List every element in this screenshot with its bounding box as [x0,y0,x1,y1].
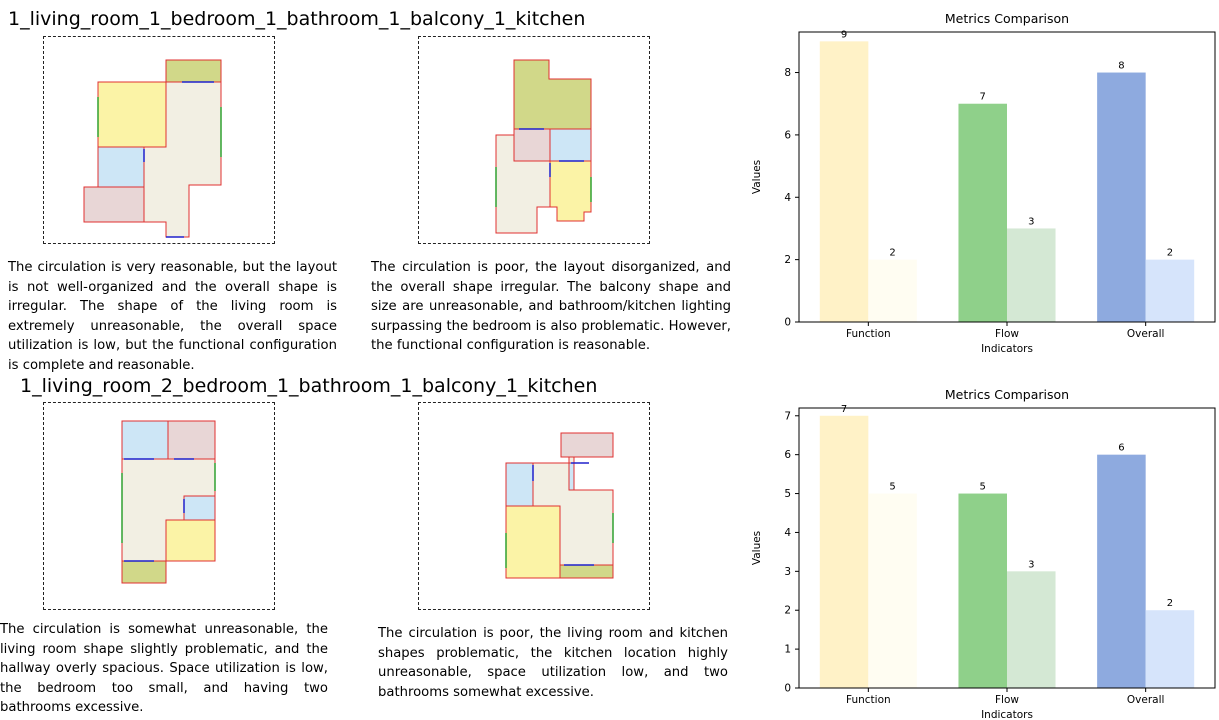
bar-function-left [819,41,869,323]
bedroom-room [549,160,592,222]
bar-overall-left [1097,72,1146,323]
y-tick-label: 0 [784,317,791,329]
y-tick-label: 2 [784,254,791,266]
x-tick-label: Overall [1127,694,1165,706]
x-tick-label: Flow [995,328,1019,340]
y-tick-label: 6 [784,129,791,141]
floor-plan-1a [43,36,275,244]
section-2-left-description: The circulation is somewhat unreasonable… [0,622,328,715]
section-1-left-description: The circulation is very reasonable, but … [8,260,337,373]
section-1-title: 1_living_room_1_bedroom_1_bathroom_1_bal… [8,8,586,30]
x-tick-label: Flow [995,694,1019,706]
balcony-room [513,59,592,130]
x-tick-label: Overall [1127,328,1165,340]
kitchen-room [560,432,614,458]
floor-plan-2b [418,402,650,610]
x-tick-label: Function [846,694,891,706]
y-tick-label: 8 [784,67,791,79]
bedroom-room [165,519,216,562]
bathroom-room [505,462,534,507]
bar-function-right [868,259,917,322]
bar-flow-left [958,103,1007,322]
floor-plan-2b-drawing [505,432,614,579]
y-tick-label: 3 [784,566,791,578]
kitchen-room [513,128,551,162]
plot-frame [798,407,1216,689]
bar-flow-left [958,493,1007,688]
bar-flow-right [1007,571,1056,688]
y-tick-label: 6 [784,449,791,461]
bedroom-room [505,505,561,579]
floor-plan-1a-drawing [83,59,222,238]
bar-value-label: 6 [1118,443,1124,454]
balcony-room [165,59,222,83]
x-axis-label: Indicators [981,343,1033,355]
x-tick-label: Function [846,328,891,340]
y-tick-label: 7 [784,410,791,422]
bar-value-label: 3 [1028,216,1034,227]
bar-value-label: 5 [889,482,895,493]
bar-value-label: 9 [841,29,847,40]
bar-overall-right [1145,610,1195,688]
bar-function-left [819,415,869,688]
bathroom-room [549,128,592,162]
bar-value-label: 2 [1167,248,1173,259]
y-tick-label: 4 [784,527,791,539]
bar-overall-right [1145,259,1195,322]
bathroom-room [97,146,145,188]
bar-value-label: 8 [1118,61,1124,72]
kitchen-room [167,420,216,460]
bar-flow-right [1007,228,1056,322]
floor-plan-2a-drawing [121,420,216,584]
section-2-right-description: The circulation is poor, the living room… [378,626,728,700]
bathroom-room [121,420,169,460]
y-axis-label: Values [751,531,763,565]
y-tick-label: 5 [784,488,791,500]
metrics-chart-1: Metrics Comparison 9 2 Function 7 3 Flow 8 2 Over… [751,11,1216,355]
y-tick-label: 4 [784,192,791,204]
bathroom-room-2 [568,462,575,491]
y-axis-label: Values [751,160,763,194]
bar-overall-left [1097,454,1146,688]
bar-value-label: 3 [1028,559,1034,570]
section-1-right-description: The circulation is poor, the layout diso… [371,260,731,353]
bar-value-label: 7 [980,92,986,103]
balcony-room [559,564,614,579]
bar-value-label: 7 [841,404,847,415]
bar-value-label: 5 [980,482,986,493]
bar-value-label: 2 [1167,598,1173,609]
x-axis-label: Indicators [981,709,1033,720]
metrics-chart-2: Metrics Comparison 7 5 Function 5 3 Flow 6 2 Over… [751,387,1216,720]
bar-value-label: 2 [889,248,895,259]
y-tick-label: 1 [784,644,791,656]
plot-frame [798,31,1216,323]
chart-title: Metrics Comparison [945,387,1069,402]
section-2-title: 1_living_room_2_bedroom_1_bathroom_1_bal… [20,375,598,397]
chart-title: Metrics Comparison [945,11,1069,26]
floor-plan-1b [418,36,650,244]
floor-plan-2a [43,402,275,610]
bar-function-right [868,493,917,688]
kitchen-room [83,186,145,223]
y-tick-label: 0 [784,683,791,695]
floor-plan-1b-drawing [495,59,592,234]
bedroom-room [97,81,167,148]
balcony-room [121,560,167,584]
y-tick-label: 2 [784,605,791,617]
bathroom-room-2 [183,495,216,521]
